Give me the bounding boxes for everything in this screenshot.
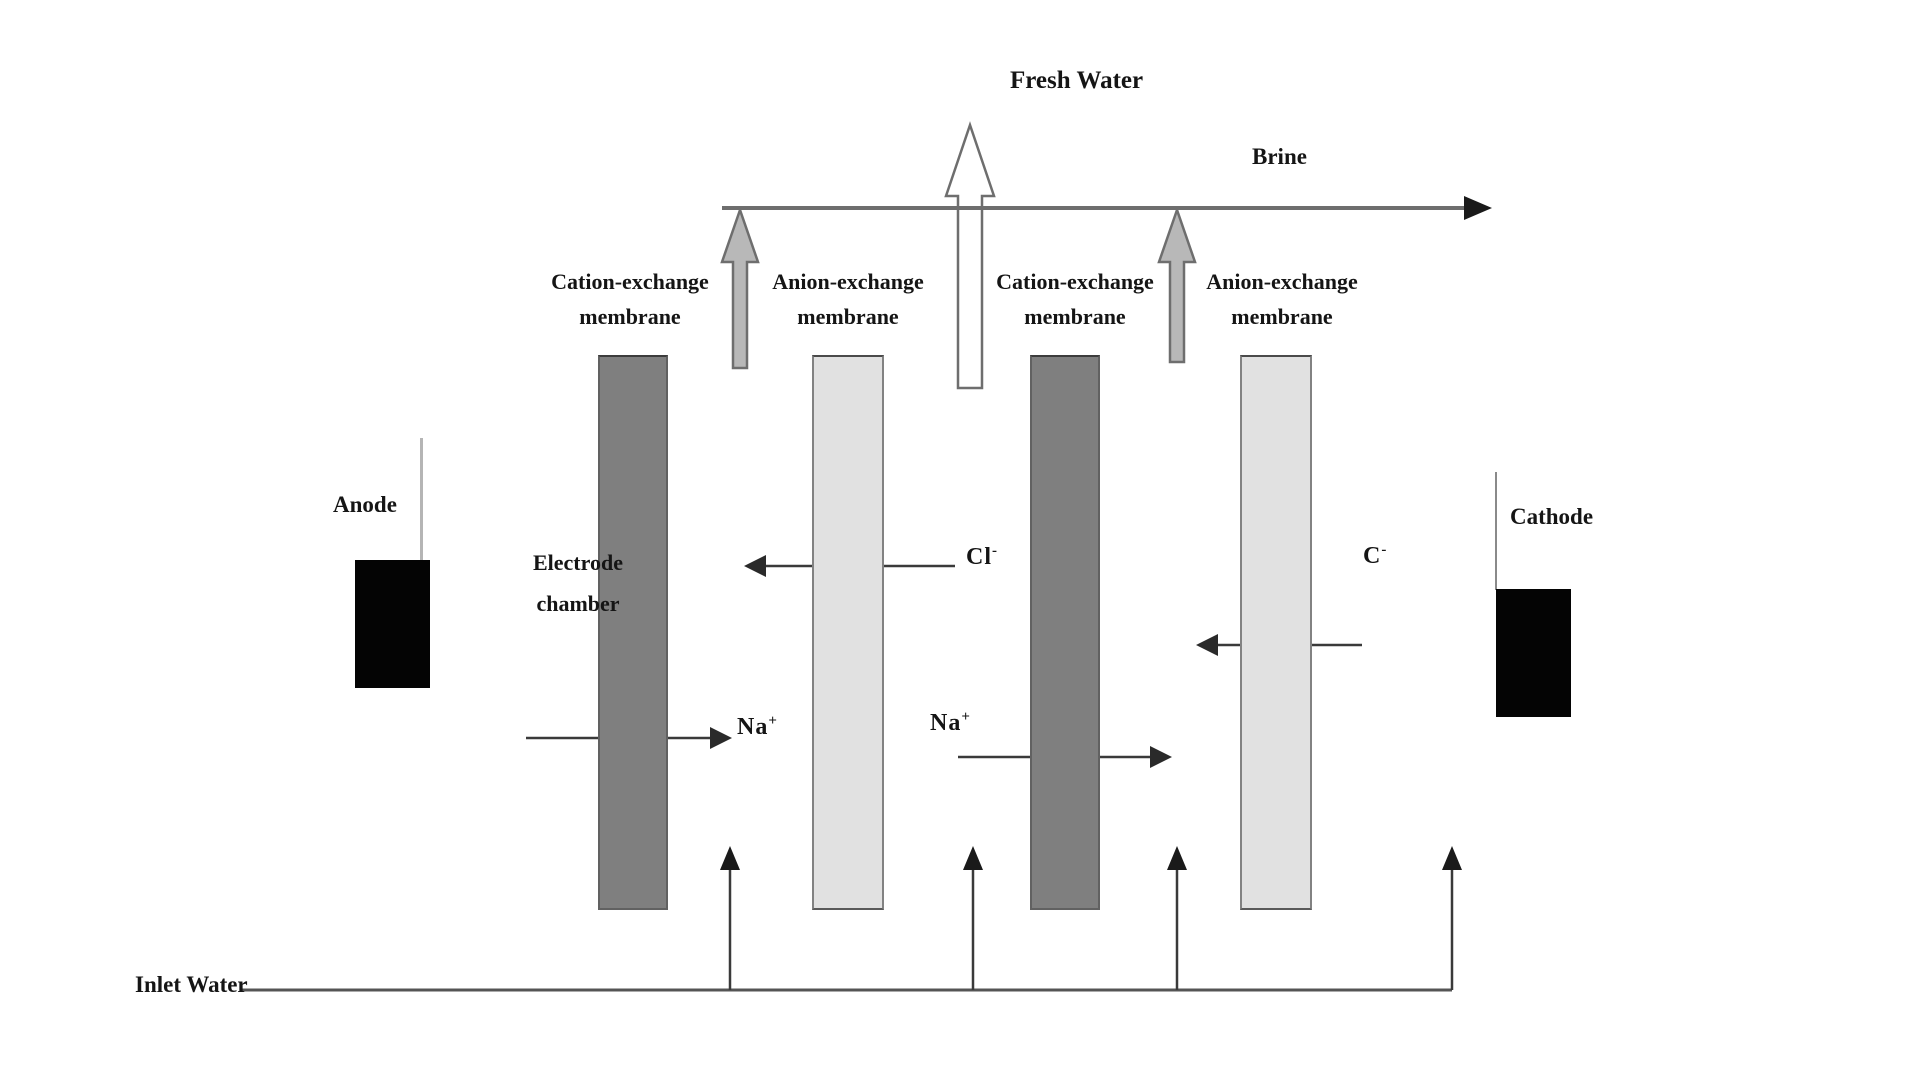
anode-label: Anode xyxy=(333,492,397,517)
cathode-electrode xyxy=(1496,589,1571,717)
inlet-branch-arrowhead-3 xyxy=(1167,846,1187,870)
membrane-label-line2: membrane xyxy=(579,304,681,329)
anion-membrane-label-1: Anion-exchange membrane xyxy=(738,264,958,334)
membrane-label-line2: membrane xyxy=(1231,304,1333,329)
membrane-label-line2: membrane xyxy=(1024,304,1126,329)
chloride-right-arrowhead xyxy=(1196,634,1218,656)
anode-wire xyxy=(420,438,423,562)
chloride-ion-label: Cl- xyxy=(966,543,998,571)
membrane-label-line1: Anion-exchange xyxy=(772,269,924,294)
membrane-label-line1: Anion-exchange xyxy=(1206,269,1358,294)
chloride-arrowhead xyxy=(744,555,766,577)
brine-label: Brine xyxy=(1252,144,1307,169)
ion-charge: - xyxy=(1381,542,1388,558)
cation-membrane-label-2: Cation-exchange membrane xyxy=(965,264,1185,334)
membrane-label-line2: membrane xyxy=(797,304,899,329)
cation-exchange-membrane-bar-2 xyxy=(1030,355,1100,910)
electrode-chamber-line1: Electrode xyxy=(532,550,623,575)
inlet-branch-arrowhead-1 xyxy=(720,846,740,870)
ion-symbol: Cl xyxy=(966,544,992,570)
inlet-water-label: Inlet Water xyxy=(135,972,248,997)
membrane-label-line1: Cation-exchange xyxy=(996,269,1154,294)
ion-symbol: Na xyxy=(737,714,769,740)
sodium-left-arrowhead xyxy=(710,727,732,749)
inlet-branch-arrowhead-2 xyxy=(963,846,983,870)
ion-charge: + xyxy=(961,709,971,725)
ion-symbol: Na xyxy=(930,710,962,736)
membrane-label-line1: Cation-exchange xyxy=(551,269,709,294)
fresh-water-arrow xyxy=(944,121,996,390)
fresh-water-label: Fresh Water xyxy=(1010,67,1144,94)
anion-membrane-label-2: Anion-exchange membrane xyxy=(1172,264,1392,334)
anode-electrode xyxy=(355,560,430,688)
sodium-ion-label-right: Na+ xyxy=(930,709,971,737)
ion-charge: + xyxy=(768,713,778,729)
cathode-wire xyxy=(1495,472,1497,590)
anion-exchange-membrane-bar-1 xyxy=(812,355,884,910)
anion-exchange-membrane-bar-2 xyxy=(1240,355,1312,910)
cathode-label: Cathode xyxy=(1510,504,1594,529)
cation-membrane-label-1: Cation-exchange membrane xyxy=(520,264,740,334)
brine-arrowhead xyxy=(1464,196,1492,220)
ion-symbol: C xyxy=(1363,543,1382,569)
electrode-chamber-label: Electrode chamber xyxy=(478,542,678,624)
cation-exchange-membrane-bar-1 xyxy=(598,355,668,910)
electrode-chamber-line2: chamber xyxy=(536,591,620,616)
ion-charge: - xyxy=(992,543,998,559)
sodium-ion-label-left: Na+ xyxy=(737,713,778,741)
chloride-ion-label-right: C- xyxy=(1363,542,1388,570)
sodium-right-arrowhead xyxy=(1150,746,1172,768)
inlet-branch-arrowhead-4 xyxy=(1442,846,1462,870)
